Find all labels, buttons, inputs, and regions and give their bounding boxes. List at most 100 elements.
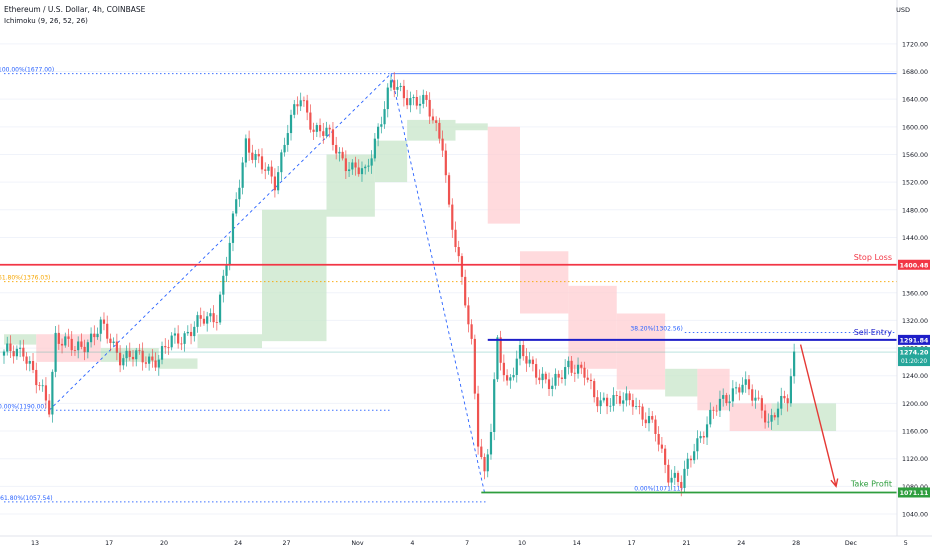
x-tick-label: 20 [160,540,168,547]
candle-body [277,172,280,191]
candle-body [283,144,286,153]
candle-body [212,313,215,323]
y-tick-label: 1720.00 [902,41,928,48]
candle-body [386,87,389,110]
candle-body [683,468,686,488]
candle-body [341,151,344,159]
y-tick-label: 1480.00 [902,207,928,214]
grid-layer [0,43,897,515]
candle-body [544,373,547,380]
candle-body [786,398,789,404]
candle-body [596,397,599,407]
cloud-segment [197,334,262,349]
candle-body [225,265,228,276]
cloud-segment [262,209,327,342]
y-tick-label: 1120.00 [902,456,928,463]
candle-body [380,124,383,127]
sell-entry-badge [898,334,930,345]
cloud-segment [455,123,488,131]
candle-body [718,398,722,411]
candle-body [447,175,451,205]
candle-body [25,356,28,364]
candle-body [554,373,557,386]
candle-body [222,275,225,295]
candle-body [496,337,499,380]
candle-body [576,364,580,374]
candle-body [522,344,525,357]
x-tick-label: Nov [351,540,364,547]
candle-body [77,341,80,351]
candle-body [570,360,573,373]
candle-body [109,338,112,344]
candle-body [318,125,322,132]
indicator-label: Ichimoku (9, 26, 52, 26) [4,17,88,25]
candle-body [789,376,792,404]
candle-body [425,94,428,100]
candle-body [486,454,489,472]
fib-left-level-label: 61.80%(1376.03) [0,275,50,282]
fib-right-level-label: 0.00%(1071.11) [634,485,683,492]
candle-body [618,395,622,404]
candle-body [131,356,135,360]
candle-body [338,151,341,154]
candle-body [331,129,335,145]
candle-body [280,152,283,173]
candle-body [170,335,173,348]
candle-body [628,393,631,401]
candle-body [551,385,554,390]
candle-body [460,256,464,277]
candle-body [451,204,454,230]
candle-body [770,415,773,422]
candle-body [35,369,38,386]
candle-body [141,350,144,363]
candle-body [31,361,35,370]
candle-body [705,424,709,438]
x-tick-label: 14 [573,540,581,547]
fib-right-level-label: 38.20%(1302.56) [630,325,682,332]
candle-body [712,409,715,411]
candle-body [270,166,273,177]
candle-body [664,448,667,465]
candle-body [180,343,183,345]
candle-body [457,247,460,257]
candle-body [615,395,618,396]
candle-body [738,387,741,393]
take-profit-badge [898,487,930,498]
candle-body [241,162,244,188]
candle-body [709,409,712,425]
candle-body [325,127,328,136]
candle-body [402,85,405,99]
candle-body [315,125,318,132]
cloud-segment [374,140,408,183]
candle-body [135,350,138,360]
candle-body [564,367,567,379]
candle-body [257,153,260,157]
candle-body [622,400,625,404]
candle-body [157,359,160,368]
cloud-segment [697,368,730,411]
projection-arrow-shaft [799,344,837,487]
candle-body [235,199,238,214]
stop-loss-badge-text: 1400.48 [900,262,929,269]
candle-body [122,358,125,366]
candle-body [480,446,483,458]
candle-body [306,100,309,113]
candle-body [202,318,206,324]
candle-body [580,364,583,368]
candle-body [286,133,289,145]
y-tick-label: 1560.00 [902,152,928,159]
candle-body [167,347,170,349]
candle-body [86,342,89,353]
candle-body [441,138,444,151]
candle-body [2,351,6,356]
candle-body [44,385,48,401]
x-tick-label: 10 [518,540,526,547]
levels-layer: Stop Loss Sell Entry Take Profit [0,253,897,494]
candle-body [396,86,399,90]
candle-body [83,346,86,353]
candle-body [625,393,628,401]
y-tick-label: 1160.00 [902,429,928,436]
cloud-segment [4,334,37,345]
